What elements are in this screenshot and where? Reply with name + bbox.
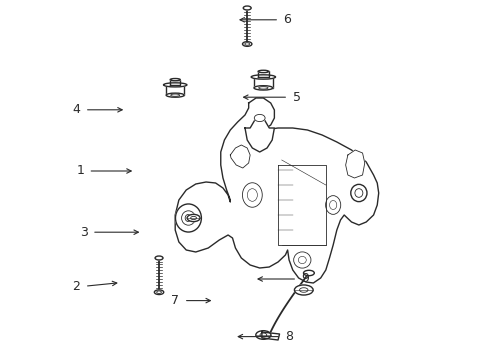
Polygon shape <box>345 150 365 178</box>
Text: 3: 3 <box>80 226 88 239</box>
Polygon shape <box>170 80 180 85</box>
Text: 7: 7 <box>172 294 179 307</box>
Polygon shape <box>175 98 379 283</box>
Ellipse shape <box>243 6 251 10</box>
Text: 2: 2 <box>73 280 80 293</box>
Polygon shape <box>166 85 184 95</box>
Polygon shape <box>262 332 279 340</box>
Polygon shape <box>258 71 269 77</box>
Polygon shape <box>245 118 274 152</box>
Ellipse shape <box>187 215 200 222</box>
Text: 5: 5 <box>293 91 300 104</box>
Text: 9: 9 <box>301 273 309 285</box>
Text: 6: 6 <box>284 13 292 26</box>
Ellipse shape <box>164 83 187 87</box>
Ellipse shape <box>303 270 314 276</box>
Ellipse shape <box>154 290 164 294</box>
Ellipse shape <box>294 285 313 295</box>
Polygon shape <box>254 77 273 88</box>
Text: 1: 1 <box>76 165 84 177</box>
Ellipse shape <box>351 184 367 202</box>
Ellipse shape <box>254 86 273 90</box>
Text: 4: 4 <box>73 103 80 116</box>
Ellipse shape <box>243 42 252 46</box>
Ellipse shape <box>170 78 180 81</box>
Ellipse shape <box>294 252 311 268</box>
Ellipse shape <box>254 114 265 122</box>
Ellipse shape <box>166 93 184 97</box>
Ellipse shape <box>258 70 269 73</box>
Text: 8: 8 <box>285 330 294 343</box>
Ellipse shape <box>155 256 163 260</box>
Ellipse shape <box>175 204 201 232</box>
Ellipse shape <box>256 331 271 339</box>
Ellipse shape <box>251 75 275 79</box>
